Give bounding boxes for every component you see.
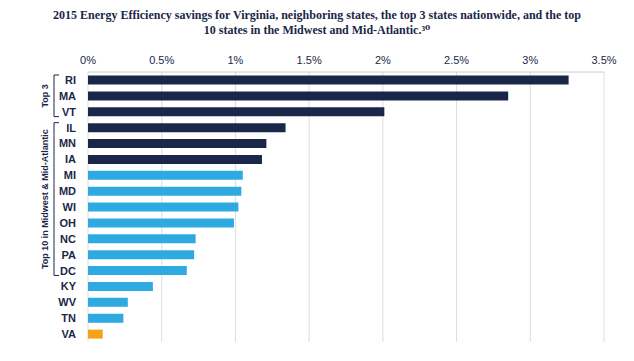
svg-text:3%: 3% <box>522 54 538 66</box>
svg-text:0%: 0% <box>80 54 96 66</box>
svg-text:RI: RI <box>65 74 76 86</box>
svg-text:MD: MD <box>59 185 76 197</box>
svg-text:Top 3: Top 3 <box>40 84 50 107</box>
svg-text:WV: WV <box>58 296 76 308</box>
svg-text:NC: NC <box>60 233 76 245</box>
svg-text:MN: MN <box>59 137 76 149</box>
svg-text:OH: OH <box>60 217 77 229</box>
svg-text:WI: WI <box>63 201 76 213</box>
svg-text:1.5%: 1.5% <box>297 54 322 66</box>
svg-text:0.5%: 0.5% <box>149 54 174 66</box>
svg-text:VA: VA <box>62 328 77 340</box>
svg-text:3.5%: 3.5% <box>591 54 616 66</box>
svg-text:DC: DC <box>60 265 76 277</box>
svg-text:MI: MI <box>64 169 76 181</box>
svg-text:PA: PA <box>62 249 77 261</box>
svg-text:VT: VT <box>62 106 76 118</box>
svg-text:2.5%: 2.5% <box>444 54 469 66</box>
svg-text:IA: IA <box>65 153 76 165</box>
html-text:2015 Energy Efficiency savings: 2015 Energy Efficiency savings for Virgi… <box>53 8 581 37</box>
svg-text:MA: MA <box>59 90 76 102</box>
svg-text:TN: TN <box>61 312 76 324</box>
svg-text:2%: 2% <box>375 54 391 66</box>
svg-text:KY: KY <box>61 280 77 292</box>
svg-text:IL: IL <box>66 122 76 134</box>
svg-text:1%: 1% <box>227 54 243 66</box>
svg-text:Top 10 in Midwest & Mid-Atlant: Top 10 in Midwest & Mid-Atlantic <box>40 129 50 269</box>
